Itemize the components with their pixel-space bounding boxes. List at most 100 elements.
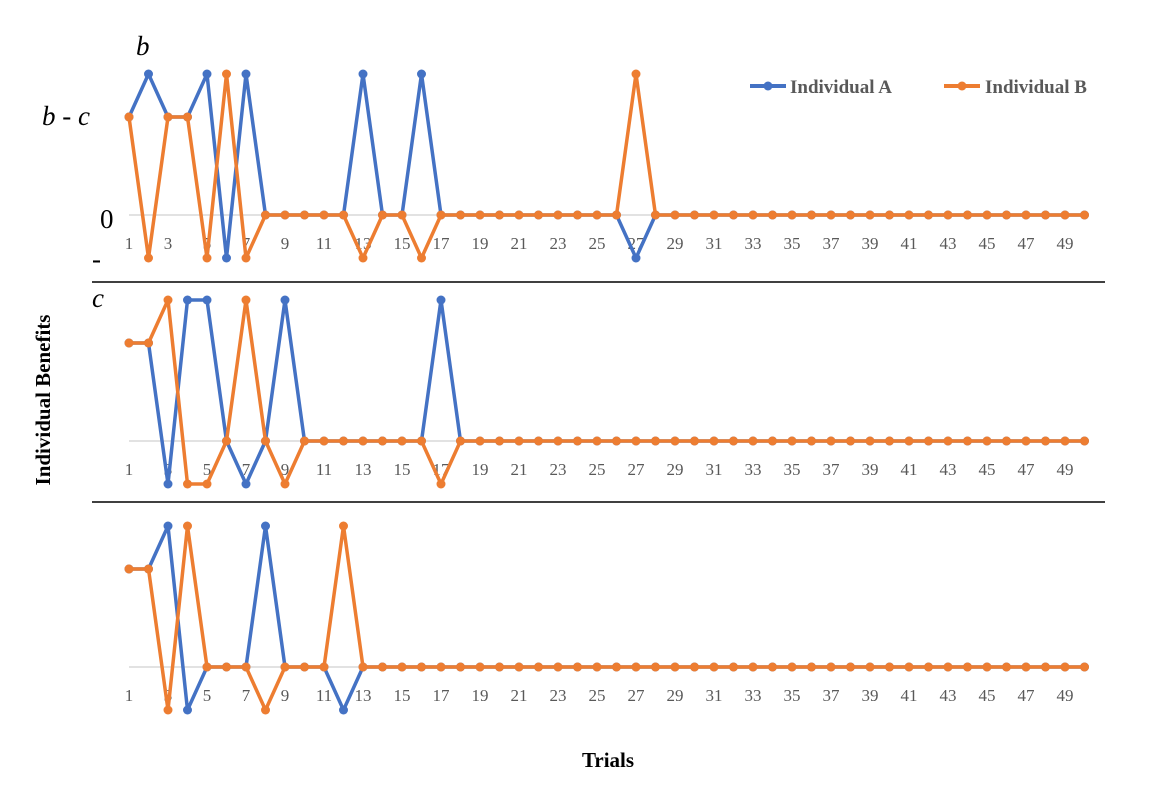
x-tick-label: 29	[667, 686, 684, 705]
data-point	[436, 295, 446, 305]
data-point	[163, 521, 173, 531]
x-tick-label: 15	[394, 686, 411, 705]
data-point	[378, 210, 387, 220]
y-tick-label-c: c	[92, 283, 104, 313]
data-point	[826, 436, 836, 446]
data-point	[690, 662, 699, 672]
data-point	[963, 210, 972, 220]
panel-3: 1 3 5 7 9 11 13 15 17 19 21 23 25 27 29 31 33 35 37 39 41 43 4…	[124, 521, 1089, 715]
data-point	[1060, 210, 1070, 220]
x-tick-label: 5	[203, 686, 212, 705]
x-tick-label: 39	[862, 460, 879, 479]
x-tick-label: 31	[706, 686, 723, 705]
data-point	[144, 338, 153, 348]
x-tick-label: 25	[589, 460, 606, 479]
data-point	[904, 662, 914, 672]
x-tick-label: 47	[1018, 234, 1036, 253]
data-point	[846, 662, 855, 672]
data-point	[1080, 210, 1089, 220]
x-tick-label: 13	[355, 460, 372, 479]
data-point	[319, 210, 329, 220]
data-point	[534, 436, 543, 446]
x-tick-label: 41	[901, 234, 918, 253]
x-tick-label: 37	[823, 234, 841, 253]
x-tick-label: 37	[823, 460, 841, 479]
data-point	[495, 662, 504, 672]
data-point	[124, 564, 134, 574]
data-point	[378, 436, 387, 446]
x-tick-label: 7	[242, 686, 251, 705]
data-point	[651, 210, 660, 220]
data-point	[787, 436, 797, 446]
data-point	[358, 253, 368, 263]
data-point	[456, 210, 465, 220]
x-tick-label: 3	[164, 234, 173, 253]
data-point	[885, 210, 894, 220]
x-tick-label: 9	[281, 460, 290, 479]
data-point	[709, 210, 719, 220]
data-point	[553, 662, 563, 672]
data-point	[183, 295, 192, 305]
data-point	[222, 253, 231, 263]
data-point	[241, 295, 251, 305]
x-tick-label: 47	[1018, 686, 1036, 705]
data-point	[397, 662, 407, 672]
x-tick-label: 23	[550, 686, 567, 705]
x-tick-label: 35	[784, 686, 801, 705]
data-point	[261, 436, 270, 446]
data-point	[417, 69, 426, 79]
data-point	[709, 436, 719, 446]
data-point	[241, 69, 251, 79]
data-point	[846, 436, 855, 446]
data-point	[748, 662, 758, 672]
data-point	[1002, 210, 1011, 220]
data-point	[807, 662, 816, 672]
data-point	[241, 479, 251, 489]
data-point	[202, 295, 212, 305]
data-point	[982, 210, 992, 220]
data-point	[1002, 436, 1011, 446]
x-tick-label: 45	[979, 234, 996, 253]
x-tick-label: 17	[433, 686, 451, 705]
y-tick-label-minus: -	[92, 244, 101, 274]
data-point	[729, 436, 738, 446]
data-point	[631, 69, 641, 79]
y-axis-title: Individual Benefits	[31, 315, 55, 486]
legend-label-a: Individual A	[790, 77, 892, 98]
data-point	[592, 210, 602, 220]
x-tick-label: 39	[862, 234, 879, 253]
data-point	[339, 436, 348, 446]
data-point	[924, 210, 933, 220]
data-point	[924, 662, 933, 672]
x-tick-label: 35	[784, 234, 801, 253]
x-tick-label: 21	[511, 234, 528, 253]
data-point	[573, 436, 582, 446]
data-point	[904, 210, 914, 220]
data-point	[183, 112, 192, 122]
data-point	[163, 295, 173, 305]
x-tick-label: 45	[979, 686, 996, 705]
data-point	[1021, 662, 1031, 672]
x-tick-label: 41	[901, 686, 918, 705]
data-point	[1060, 436, 1070, 446]
data-point	[436, 662, 446, 672]
data-point	[943, 436, 953, 446]
x-tick-label: 1	[125, 686, 134, 705]
x-tick-label: 21	[511, 460, 528, 479]
data-point	[475, 662, 485, 672]
data-point	[534, 662, 543, 672]
data-point	[144, 564, 153, 574]
data-point	[631, 436, 641, 446]
x-tick-label: 7	[242, 460, 251, 479]
data-point	[300, 662, 309, 672]
x-tick-label: 37	[823, 686, 841, 705]
data-point	[222, 436, 231, 446]
x-tick-label: 9	[281, 686, 290, 705]
data-point	[417, 436, 426, 446]
x-tick-label: 15	[394, 234, 411, 253]
x-tick-label: 33	[745, 686, 762, 705]
data-point	[280, 662, 290, 672]
data-point	[495, 210, 504, 220]
data-point	[300, 436, 309, 446]
